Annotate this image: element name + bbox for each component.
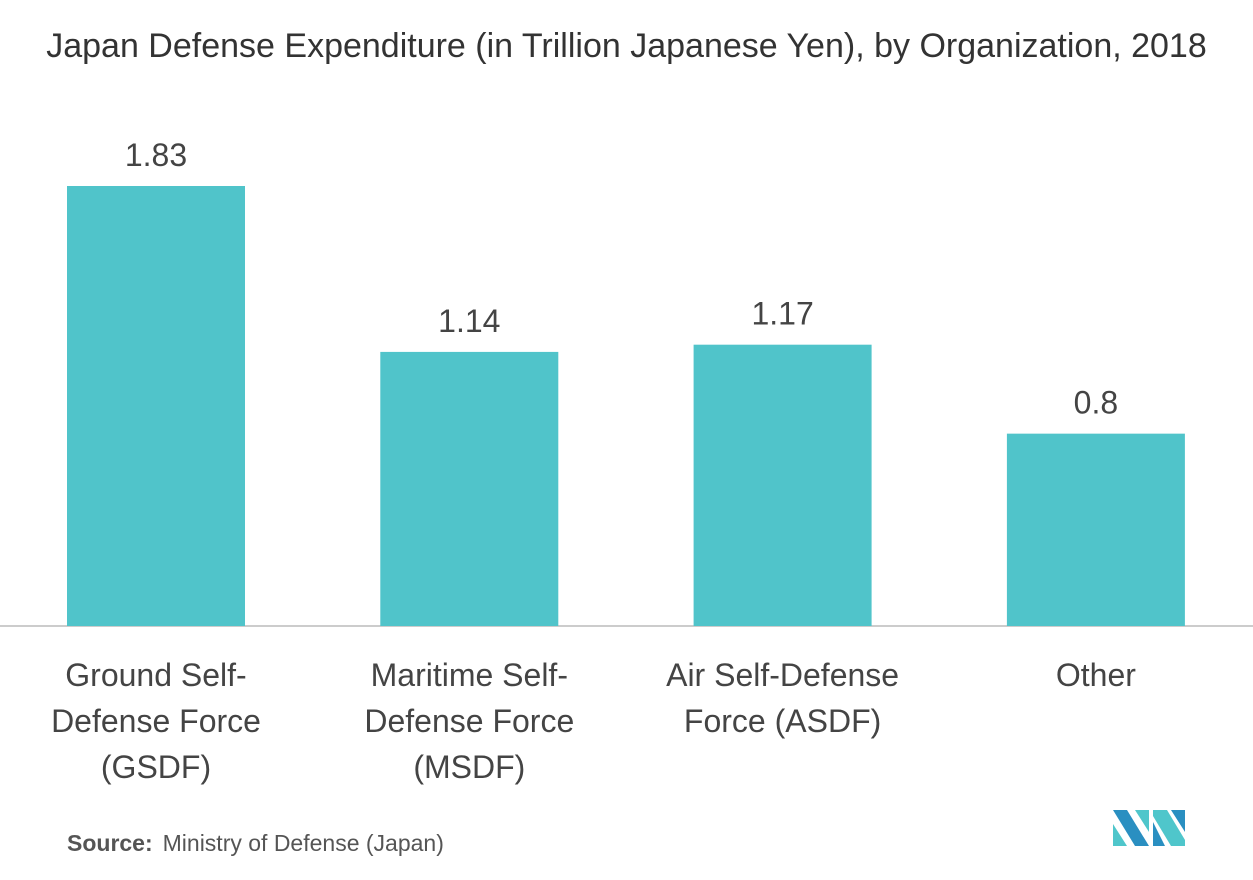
data-label: 1.17 xyxy=(751,296,813,332)
x-tick-label: Other xyxy=(1055,657,1136,693)
source-label: Source: xyxy=(67,830,153,856)
bar xyxy=(67,186,245,626)
bar xyxy=(1006,433,1185,626)
data-label: 1.83 xyxy=(125,137,187,173)
bar xyxy=(693,344,872,626)
bar xyxy=(380,351,559,626)
x-tick-label: Maritime Self-Defense Force (MSDF) xyxy=(364,657,575,785)
chart-title: Japan Defense Expenditure (in Trillion J… xyxy=(46,27,1207,65)
data-label: 1.14 xyxy=(438,303,500,339)
x-tick-label: Air Self-Defense Force (ASDF) xyxy=(666,657,900,739)
source-text: Ministry of Defense (Japan) xyxy=(162,830,444,856)
source-note: Source: Ministry of Defense (Japan) xyxy=(67,830,444,857)
data-label: 0.8 xyxy=(1074,385,1118,421)
x-tick-label: Ground Self-Defense Force (GSDF) xyxy=(51,657,261,785)
brand-logo-icon xyxy=(1113,810,1185,846)
